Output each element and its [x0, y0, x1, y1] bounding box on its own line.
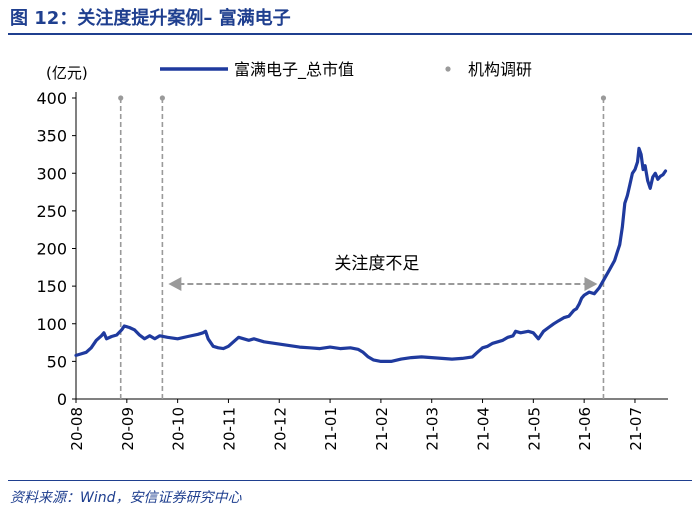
- legend-label-market-cap: 富满电子_总市值: [234, 60, 354, 80]
- event-marker: [600, 95, 607, 101]
- x-tick-label: 20-09: [119, 407, 137, 451]
- y-tick-label: 400: [36, 89, 67, 108]
- x-tick-label: 21-05: [525, 407, 543, 451]
- y-tick-label: 150: [36, 277, 67, 296]
- legend-label-survey: 机构调研: [468, 60, 532, 79]
- y-tick-label: 100: [36, 315, 67, 334]
- legend-swatch-survey: [445, 66, 451, 72]
- x-tick-label: 21-01: [322, 407, 340, 451]
- y-tick-label: 350: [36, 127, 67, 146]
- figure-title: 图 12：关注度提升案例– 富满电子: [10, 8, 291, 29]
- x-tick-label: 20-08: [68, 407, 86, 451]
- y-tick-label: 300: [36, 164, 67, 183]
- y-axis-label: (亿元): [46, 64, 88, 82]
- x-tick-label: 21-02: [373, 407, 391, 451]
- annotation-arrow-left: [168, 277, 182, 292]
- y-tick-label: 200: [36, 240, 67, 259]
- series-line-market-cap: [74, 146, 668, 363]
- event-marker: [159, 95, 165, 101]
- x-tick-label: 20-10: [170, 407, 188, 451]
- market-cap-chart: 0 50 100 150 200 250 300 350 400 (亿元) 20-08 20-09 20…: [36, 60, 668, 451]
- x-tick-label: 21-03: [424, 407, 442, 451]
- x-tick-label: 20-11: [220, 407, 238, 451]
- y-tick-label: 0: [57, 390, 67, 409]
- x-tick-label: 20-12: [271, 407, 289, 451]
- event-marker: [118, 95, 124, 101]
- source-note: 资料来源：Wind，安信证券研究中心: [10, 490, 242, 506]
- x-tick-label: 21-04: [475, 407, 493, 451]
- annotation-label: 关注度不足: [334, 254, 419, 274]
- annotation-arrow-right: [584, 277, 598, 292]
- title-divider: [8, 33, 692, 35]
- y-tick-label: 50: [47, 352, 67, 371]
- x-tick-label: 21-06: [576, 407, 594, 451]
- footer-divider: [8, 480, 692, 481]
- y-tick-label: 250: [36, 202, 67, 221]
- x-tick-label: 21-07: [627, 407, 645, 451]
